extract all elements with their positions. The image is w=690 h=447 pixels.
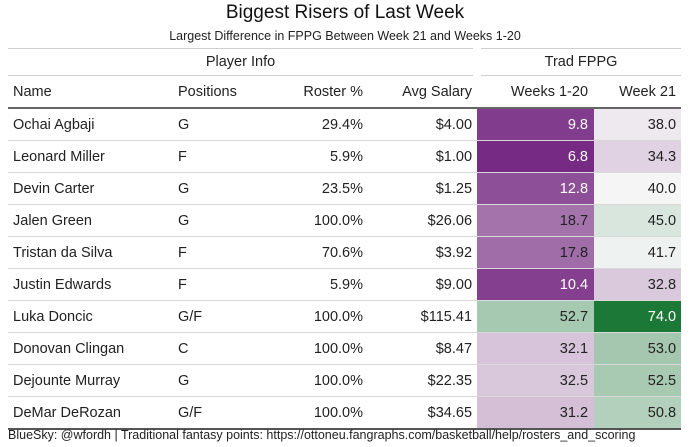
- cell-positions: G: [173, 364, 278, 397]
- cell-week-21: 50.8: [594, 396, 682, 430]
- header-weeks-1-20: Weeks 1-20: [477, 75, 595, 109]
- cell-name: Tristan da Silva: [8, 236, 173, 269]
- footer-credit: BlueSky: @wfordh | Traditional fantasy p…: [8, 428, 636, 442]
- table-row: Justin Edwards F 5.9% $9.00 10.4 32.8: [8, 268, 682, 301]
- cell-salary: $1.25: [371, 172, 478, 205]
- risers-table: Player Info Trad FPPG Name Positions Ros…: [8, 48, 682, 430]
- cell-weeks-1-20: 17.8: [477, 236, 595, 269]
- header-roster: Roster %: [278, 75, 371, 109]
- column-group-row: Player Info Trad FPPG: [8, 48, 682, 76]
- cell-name: Dejounte Murray: [8, 364, 173, 397]
- chart-subtitle: Largest Difference in FPPG Between Week …: [169, 29, 521, 43]
- cell-weeks-1-20: 6.8: [477, 140, 595, 173]
- cell-name: Donovan Clingan: [8, 332, 173, 365]
- cell-week-21: 52.5: [594, 364, 682, 397]
- cell-salary: $8.47: [371, 332, 478, 365]
- cell-name: Justin Edwards: [8, 268, 173, 301]
- cell-roster: 100.0%: [278, 300, 371, 333]
- cell-weeks-1-20: 52.7: [477, 300, 595, 333]
- cell-positions: G/F: [173, 300, 278, 333]
- header-week-21: Week 21: [594, 75, 682, 109]
- cell-weeks-1-20: 18.7: [477, 204, 595, 237]
- table-row: Dejounte Murray G 100.0% $22.35 32.5 52.5: [8, 364, 682, 397]
- cell-positions: G: [173, 172, 278, 205]
- cell-salary: $3.92: [371, 236, 478, 269]
- cell-name: DeMar DeRozan: [8, 396, 173, 430]
- cell-salary: $22.35: [371, 364, 478, 397]
- cell-positions: G: [173, 204, 278, 237]
- cell-roster: 70.6%: [278, 236, 371, 269]
- cell-name: Devin Carter: [8, 172, 173, 205]
- cell-roster: 100.0%: [278, 332, 371, 365]
- cell-weeks-1-20: 10.4: [477, 268, 595, 301]
- cell-roster: 100.0%: [278, 396, 371, 430]
- cell-name: Jalen Green: [8, 204, 173, 237]
- group-player-info: Player Info: [8, 48, 478, 76]
- table-row: Luka Doncic G/F 100.0% $115.41 52.7 74.0: [8, 300, 682, 333]
- table-row: Jalen Green G 100.0% $26.06 18.7 45.0: [8, 204, 682, 237]
- cell-week-21: 41.7: [594, 236, 682, 269]
- cell-name: Luka Doncic: [8, 300, 173, 333]
- cell-salary: $9.00: [371, 268, 478, 301]
- cell-week-21: 40.0: [594, 172, 682, 205]
- cell-name: Ochai Agbaji: [8, 108, 173, 141]
- table-row: Leonard Miller F 5.9% $1.00 6.8 34.3: [8, 140, 682, 173]
- cell-positions: G: [173, 108, 278, 141]
- cell-week-21: 32.8: [594, 268, 682, 301]
- table-row: Devin Carter G 23.5% $1.25 12.8 40.0: [8, 172, 682, 205]
- header-name: Name: [8, 75, 173, 109]
- cell-name: Leonard Miller: [8, 140, 173, 173]
- cell-roster: 5.9%: [278, 140, 371, 173]
- cell-salary: $34.65: [371, 396, 478, 430]
- cell-roster: 100.0%: [278, 364, 371, 397]
- cell-weeks-1-20: 31.2: [477, 396, 595, 430]
- cell-week-21: 74.0: [594, 300, 682, 333]
- cell-roster: 100.0%: [278, 204, 371, 237]
- group-trad-fppg: Trad FPPG: [473, 48, 682, 76]
- cell-week-21: 45.0: [594, 204, 682, 237]
- cell-positions: F: [173, 236, 278, 269]
- cell-salary: $1.00: [371, 140, 478, 173]
- header-salary: Avg Salary: [371, 75, 478, 109]
- cell-positions: C: [173, 332, 278, 365]
- cell-salary: $115.41: [371, 300, 478, 333]
- column-header-row: Name Positions Roster % Avg Salary Weeks…: [8, 75, 682, 109]
- table-row: Ochai Agbaji G 29.4% $4.00 9.8 38.0: [8, 108, 682, 141]
- chart-title: Biggest Risers of Last Week: [225, 2, 465, 23]
- table-row: Donovan Clingan C 100.0% $8.47 32.1 53.0: [8, 332, 682, 365]
- cell-roster: 5.9%: [278, 268, 371, 301]
- cell-week-21: 34.3: [594, 140, 682, 173]
- table-body: Ochai Agbaji G 29.4% $4.00 9.8 38.0 Leonard Mi…: [8, 108, 682, 430]
- cell-weeks-1-20: 12.8: [477, 172, 595, 205]
- cell-weeks-1-20: 9.8: [477, 108, 595, 141]
- cell-salary: $4.00: [371, 108, 478, 141]
- cell-roster: 23.5%: [278, 172, 371, 205]
- cell-positions: F: [173, 268, 278, 301]
- table-row: Tristan da Silva F 70.6% $3.92 17.8 41.7: [8, 236, 682, 269]
- cell-week-21: 38.0: [594, 108, 682, 141]
- cell-week-21: 53.0: [594, 332, 682, 365]
- cell-salary: $26.06: [371, 204, 478, 237]
- cell-positions: F: [173, 140, 278, 173]
- header-positions: Positions: [173, 75, 278, 109]
- cell-positions: G/F: [173, 396, 278, 430]
- table-row: DeMar DeRozan G/F 100.0% $34.65 31.2 50.8: [8, 396, 682, 430]
- cell-roster: 29.4%: [278, 108, 371, 141]
- cell-weeks-1-20: 32.1: [477, 332, 595, 365]
- cell-weeks-1-20: 32.5: [477, 364, 595, 397]
